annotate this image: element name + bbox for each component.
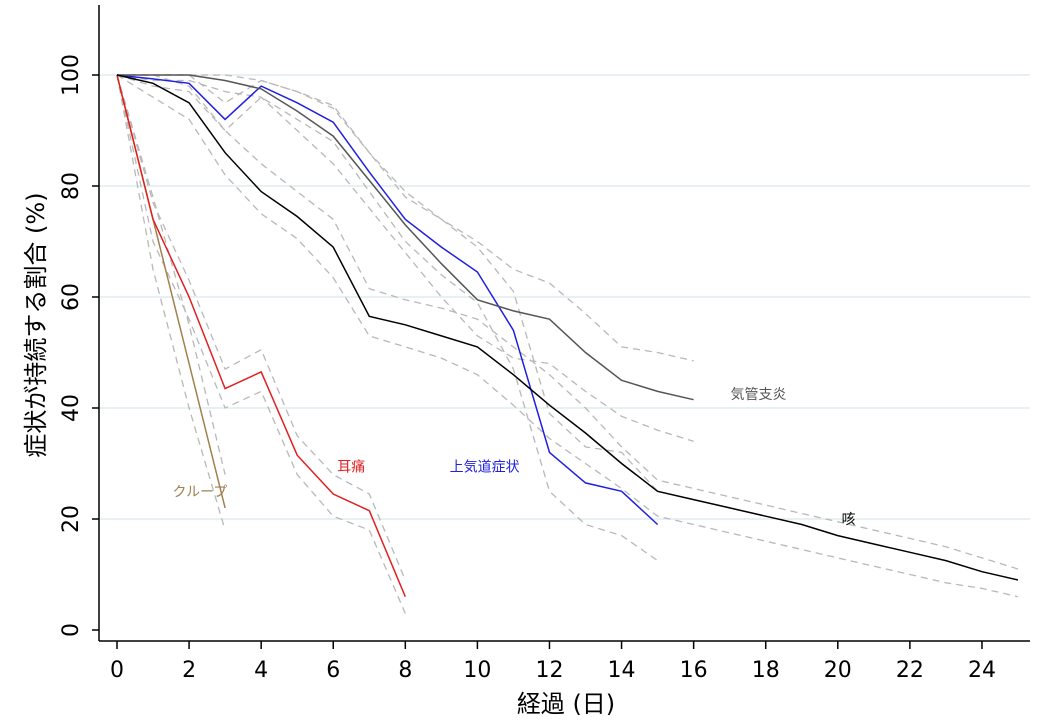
series-ci-lower-line	[116, 74, 1019, 598]
y-tick-label: 100	[59, 54, 84, 96]
x-tick-label: 12	[535, 658, 563, 683]
series-ci-lower-line	[116, 74, 226, 531]
series-line	[116, 74, 659, 526]
x-tick-label: 22	[896, 658, 924, 683]
series-ci-lower-line	[116, 74, 406, 614]
x-tick-label: 16	[680, 658, 708, 683]
x-tick-label: 4	[254, 658, 268, 683]
series-label: 耳痛	[337, 458, 365, 475]
series-lines	[116, 74, 1019, 597]
x-tick-label: 6	[326, 658, 340, 683]
series-ci-upper-line	[117, 74, 1019, 570]
series-ci-lower-line	[116, 74, 658, 562]
x-tick-label: 24	[968, 658, 996, 683]
series-ci-upper-line	[116, 74, 406, 581]
series-line	[117, 74, 694, 401]
x-tick-label: 0	[110, 658, 124, 683]
series-ci-upper-line	[117, 74, 694, 362]
y-tick-label: 80	[59, 172, 84, 200]
series-label: 咳	[842, 512, 856, 528]
x-tick-label: 2	[182, 658, 196, 683]
series-line	[116, 74, 1019, 581]
x-axis-title: 経過 (日)	[517, 690, 615, 718]
y-tick-label: 60	[59, 283, 84, 311]
y-tick-label: 0	[59, 623, 84, 637]
axes	[98, 5, 1030, 642]
y-axis-title: 症状が持続する割合 (%)	[22, 192, 50, 457]
x-tick-label: 14	[608, 658, 636, 683]
x-tick-label: 8	[398, 658, 412, 683]
confidence-intervals	[116, 74, 1019, 614]
x-tick-label: 10	[463, 658, 491, 683]
series-ci-upper-line	[116, 74, 226, 475]
series-label: 上気道症状	[450, 459, 520, 475]
x-tick-label: 18	[752, 658, 780, 683]
series-ci-upper-line	[117, 74, 659, 492]
series-label: クループ	[173, 484, 228, 500]
series-ci-lower-line	[116, 74, 694, 442]
y-tick-label: 40	[59, 394, 84, 422]
x-tick-label: 20	[824, 658, 852, 683]
y-tick-label: 20	[59, 505, 84, 533]
series-line	[116, 74, 406, 597]
series-label: 気管支炎	[731, 387, 787, 403]
grid-lines	[99, 74, 1030, 520]
